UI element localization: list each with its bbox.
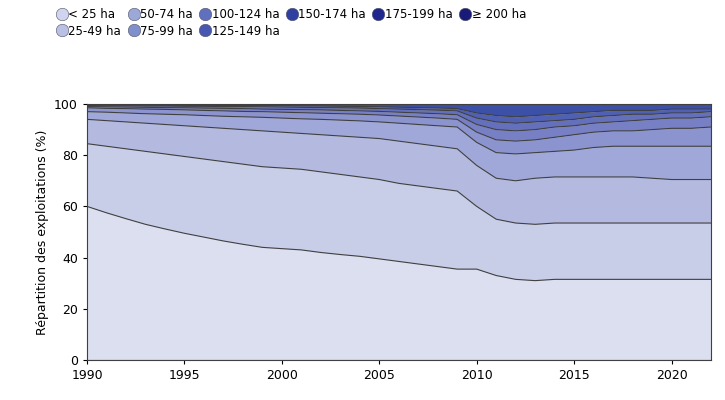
Y-axis label: Répartition des exploitations (%): Répartition des exploitations (%) xyxy=(36,129,49,335)
Legend: < 25 ha, 25-49 ha, 50-74 ha, 75-99 ha, 100-124 ha, 125-149 ha, 150-174 ha, 175-1: < 25 ha, 25-49 ha, 50-74 ha, 75-99 ha, 1… xyxy=(57,6,529,40)
